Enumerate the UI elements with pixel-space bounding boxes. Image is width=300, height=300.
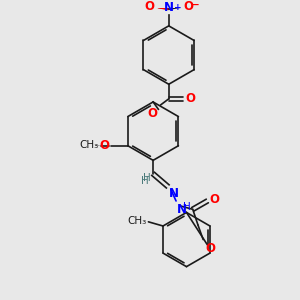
Text: O: O xyxy=(147,107,157,120)
Text: CH₃: CH₃ xyxy=(127,216,146,226)
Text: O: O xyxy=(205,242,215,255)
Text: O: O xyxy=(183,0,194,13)
Text: +: + xyxy=(174,3,182,12)
Text: H: H xyxy=(141,176,149,186)
Text: O: O xyxy=(144,0,154,13)
Text: CH₃: CH₃ xyxy=(80,140,99,150)
Text: H: H xyxy=(143,173,151,183)
Text: N: N xyxy=(177,203,187,216)
Text: O: O xyxy=(209,194,219,206)
Text: N: N xyxy=(169,188,179,200)
Text: Methoxy: Methoxy xyxy=(95,145,101,146)
Text: O: O xyxy=(185,92,195,105)
Text: −: − xyxy=(191,0,200,10)
Text: N: N xyxy=(164,2,174,14)
Text: O: O xyxy=(99,139,109,152)
Text: H: H xyxy=(183,202,191,212)
